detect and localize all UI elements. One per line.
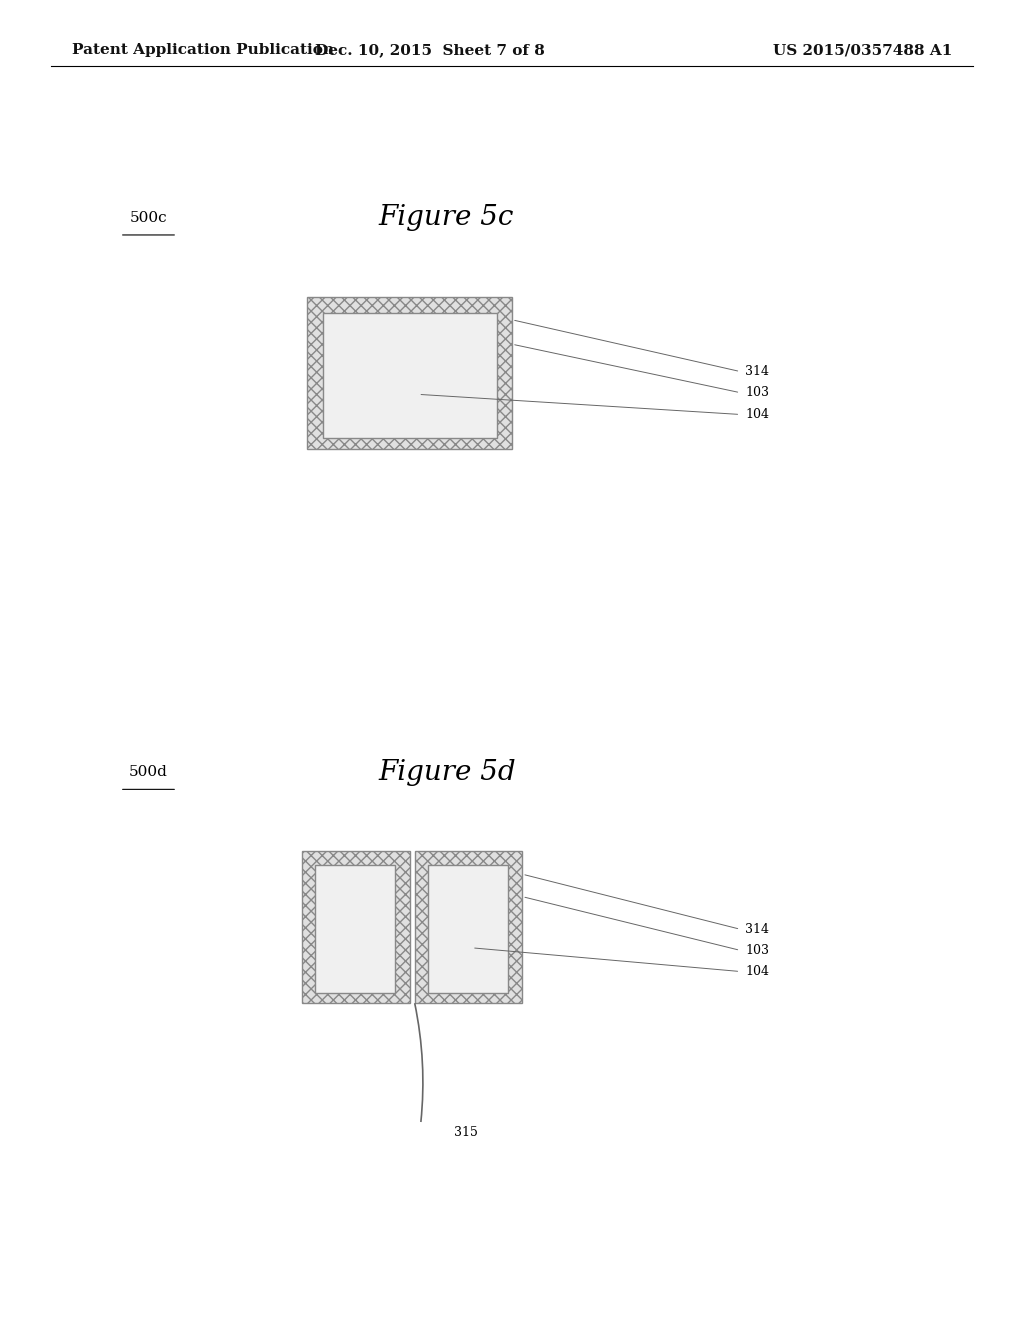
Text: US 2015/0357488 A1: US 2015/0357488 A1 bbox=[773, 44, 952, 57]
Text: 104: 104 bbox=[745, 965, 769, 978]
FancyBboxPatch shape bbox=[323, 313, 497, 438]
Text: Dec. 10, 2015  Sheet 7 of 8: Dec. 10, 2015 Sheet 7 of 8 bbox=[315, 44, 545, 57]
Text: Figure 5c: Figure 5c bbox=[379, 205, 514, 231]
Text: 104: 104 bbox=[745, 408, 769, 421]
Text: 500c: 500c bbox=[130, 211, 167, 224]
FancyBboxPatch shape bbox=[307, 297, 512, 449]
FancyBboxPatch shape bbox=[415, 851, 522, 1003]
Text: Patent Application Publication: Patent Application Publication bbox=[72, 44, 334, 57]
Text: 314: 314 bbox=[745, 923, 769, 936]
FancyBboxPatch shape bbox=[315, 865, 395, 993]
Text: 314: 314 bbox=[745, 366, 769, 378]
Text: 103: 103 bbox=[745, 387, 769, 399]
FancyBboxPatch shape bbox=[428, 865, 508, 993]
Text: 103: 103 bbox=[745, 944, 769, 957]
Text: 315: 315 bbox=[454, 1126, 478, 1139]
FancyBboxPatch shape bbox=[302, 851, 410, 1003]
Text: 500d: 500d bbox=[129, 766, 168, 779]
Text: Figure 5d: Figure 5d bbox=[379, 759, 516, 785]
